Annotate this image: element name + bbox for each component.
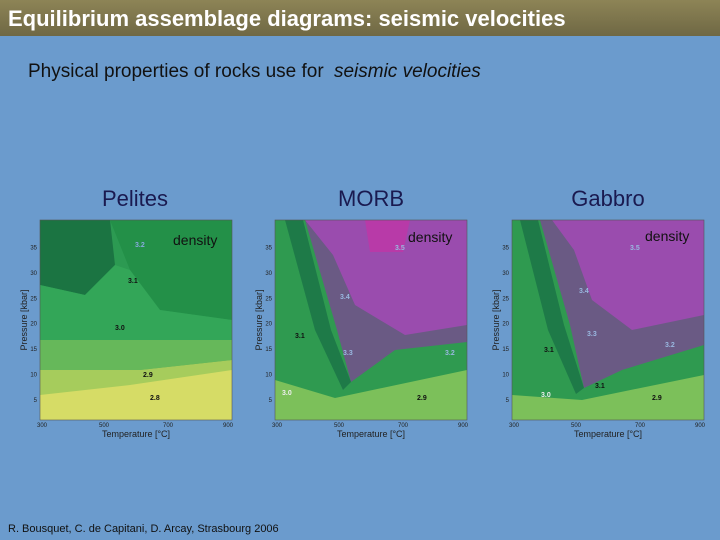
x-tick-label: 900 <box>695 423 706 429</box>
x-tick-label: 500 <box>99 423 110 429</box>
title: Equilibrium assemblage diagrams: seismic… <box>8 6 566 31</box>
y-tick-label: 10 <box>265 373 272 379</box>
y-tick-label: 5 <box>506 398 510 404</box>
contour-label: 2.9 <box>652 395 662 402</box>
subtitle-italic: seismic velocities <box>334 61 481 82</box>
y-tick-label: 25 <box>30 296 37 302</box>
y-axis-label: Pressure [kbar] <box>491 289 501 350</box>
y-tick-label: 20 <box>30 322 37 328</box>
x-tick-label: 300 <box>37 423 48 429</box>
y-tick-label: 20 <box>502 322 509 328</box>
y-tick-label: 20 <box>265 322 272 328</box>
y-tick-label: 15 <box>502 347 509 353</box>
x-axis-label: Temperature [°C] <box>574 429 642 439</box>
title-bar <box>0 0 720 36</box>
contour-map <box>275 220 467 420</box>
contour-label: 3.0 <box>541 392 551 399</box>
y-tick-label: 25 <box>502 296 509 302</box>
y-tick-label: 5 <box>34 398 38 404</box>
x-tick-label: 700 <box>163 423 174 429</box>
contour-label: 3.0 <box>282 390 292 397</box>
subtitle-plain: Physical properties of rocks use for <box>28 61 324 82</box>
y-tick-label: 35 <box>502 245 509 251</box>
property-label: density <box>408 229 452 245</box>
contour-label: 2.8 <box>150 395 160 402</box>
contour-label: 2.9 <box>417 395 427 402</box>
panel-label: Gabbro <box>571 186 644 211</box>
contour-map <box>512 220 704 420</box>
y-tick-label: 30 <box>30 271 37 277</box>
contour-label: 3.4 <box>579 288 589 295</box>
contour-label: 3.1 <box>128 278 138 285</box>
property-label: density <box>645 228 689 244</box>
panel-label: Pelites <box>102 186 168 211</box>
property-label: density <box>173 232 217 248</box>
x-axis-label: Temperature [°C] <box>102 429 170 439</box>
contour-label: 3.5 <box>630 245 640 252</box>
credit: R. Bousquet, C. de Capitani, D. Arcay, S… <box>8 523 279 535</box>
subtitle: Physical properties of rocks use for sei… <box>28 61 481 82</box>
x-tick-label: 900 <box>223 423 234 429</box>
plot: 3.2 3.1 3.0 2.9 2.8 300 500 700 900 5 10 15 20 2… <box>19 219 234 439</box>
contour-label: 3.2 <box>135 242 145 249</box>
y-axis-label: Pressure [kbar] <box>19 289 29 350</box>
y-tick-label: 35 <box>30 245 37 251</box>
contour-label: 3.4 <box>340 294 350 301</box>
contour-label: 2.9 <box>143 372 153 379</box>
y-tick-label: 25 <box>265 296 272 302</box>
contour-label: 3.2 <box>665 342 675 349</box>
contour-label: 3.3 <box>587 331 597 338</box>
x-tick-label: 300 <box>272 423 283 429</box>
x-tick-label: 500 <box>571 423 582 429</box>
contour-label: 3.1 <box>295 333 305 340</box>
panel-label: MORB <box>338 186 404 211</box>
x-tick-label: 900 <box>458 423 469 429</box>
contour-label: 3.0 <box>115 325 125 332</box>
y-tick-label: 10 <box>502 373 509 379</box>
y-tick-label: 35 <box>265 245 272 251</box>
y-axis-label: Pressure [kbar] <box>254 289 264 350</box>
contour-map <box>40 220 232 420</box>
y-tick-label: 30 <box>502 271 509 277</box>
y-tick-label: 15 <box>30 347 37 353</box>
x-tick-label: 700 <box>398 423 409 429</box>
y-tick-label: 10 <box>30 373 37 379</box>
x-tick-label: 700 <box>635 423 646 429</box>
plot: 3.5 3.4 3.1 3.3 3.2 3.0 2.9 300 500 700 900… <box>254 219 469 439</box>
contour-label: 3.1 <box>544 347 554 354</box>
contour-label: 3.2 <box>445 350 455 357</box>
x-tick-label: 500 <box>334 423 345 429</box>
contour-label: 3.1 <box>595 383 605 390</box>
contour-label: 3.5 <box>395 245 405 252</box>
x-axis-label: Temperature [°C] <box>337 429 405 439</box>
plot: 3.5 3.4 3.3 3.2 3.1 3.1 3.0 2.9 300 500 70… <box>491 219 706 439</box>
y-tick-label: 15 <box>265 347 272 353</box>
x-tick-label: 300 <box>509 423 520 429</box>
y-tick-label: 30 <box>265 271 272 277</box>
contour-label: 3.3 <box>343 350 353 357</box>
y-tick-label: 5 <box>269 398 273 404</box>
